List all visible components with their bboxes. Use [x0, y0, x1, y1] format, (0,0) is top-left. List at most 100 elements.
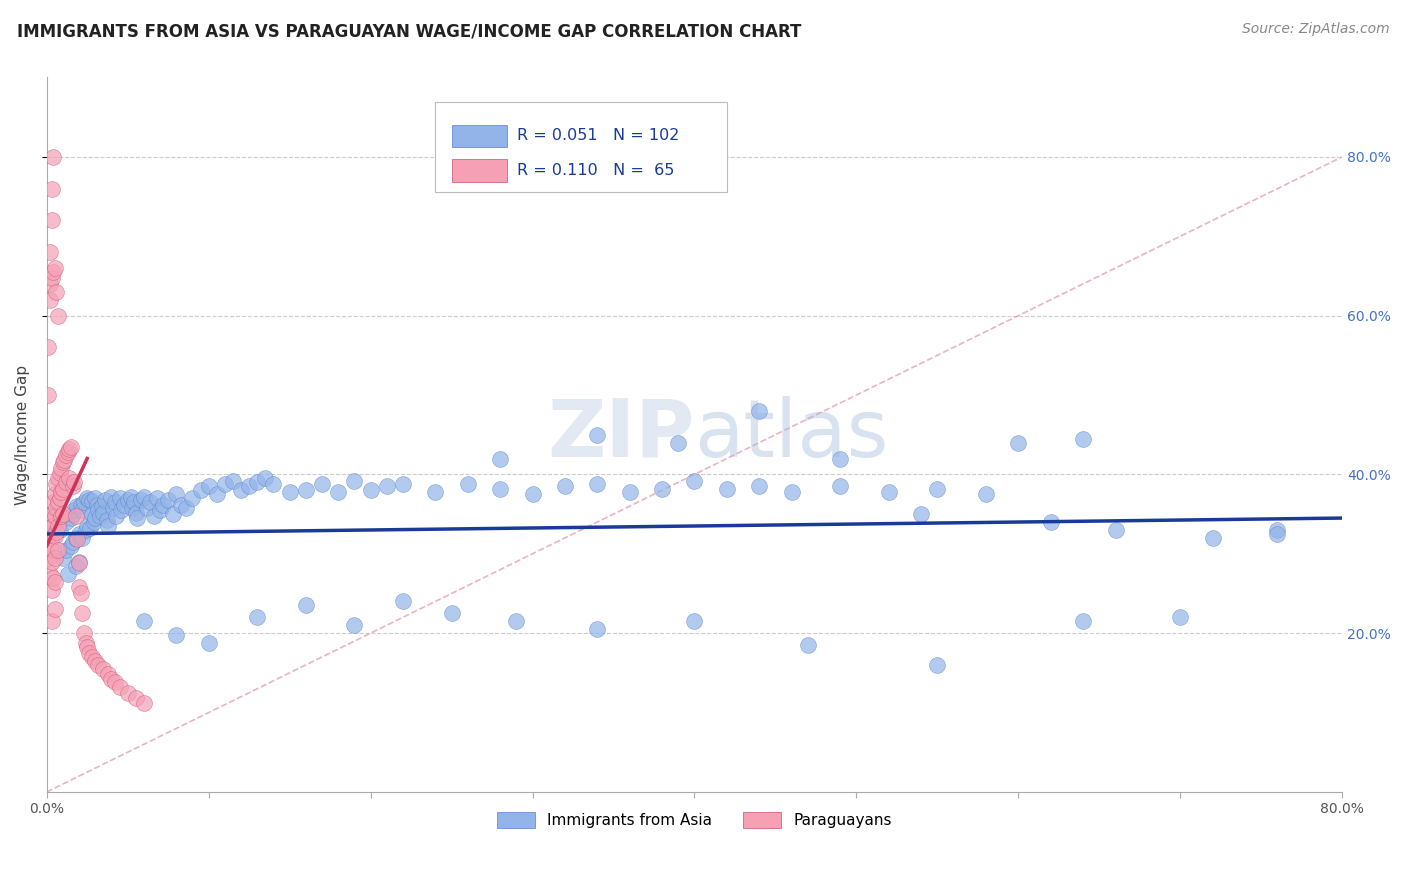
Point: [238, 479, 260, 493]
Point: [440, 607, 463, 621]
Point: [457, 477, 479, 491]
Point: [197, 636, 219, 650]
Point: [73, 495, 96, 509]
Point: [246, 610, 269, 624]
Point: [170, 498, 193, 512]
Point: [586, 622, 609, 636]
Point: [69, 498, 91, 512]
Point: [142, 508, 165, 523]
Point: [44, 260, 66, 275]
Point: [62, 534, 84, 549]
Point: [294, 483, 316, 498]
Point: [42, 150, 65, 164]
Point: [59, 440, 82, 454]
Point: [165, 628, 187, 642]
Point: [86, 498, 108, 512]
Point: [46, 309, 69, 323]
Point: [62, 479, 84, 493]
Point: [41, 181, 63, 195]
Point: [205, 487, 228, 501]
Point: [41, 270, 63, 285]
Point: [90, 499, 112, 513]
Point: [117, 492, 139, 507]
Point: [157, 492, 180, 507]
Point: [69, 586, 91, 600]
Point: [62, 507, 84, 521]
Point: [75, 523, 97, 537]
FancyBboxPatch shape: [453, 125, 506, 147]
Point: [974, 487, 997, 501]
Point: [100, 490, 122, 504]
Point: [104, 495, 127, 509]
Point: [328, 484, 350, 499]
Point: [190, 483, 212, 498]
Point: [72, 531, 94, 545]
Point: [716, 482, 738, 496]
Point: [96, 513, 118, 527]
Point: [51, 484, 73, 499]
Text: R = 0.110   N =  65: R = 0.110 N = 65: [517, 163, 675, 178]
Point: [46, 519, 69, 533]
Point: [63, 475, 86, 490]
Point: [830, 479, 852, 493]
Point: [104, 675, 127, 690]
Text: ZIP: ZIP: [547, 396, 695, 474]
Point: [45, 500, 67, 515]
Point: [360, 483, 382, 498]
Point: [101, 500, 124, 515]
Point: [38, 293, 60, 307]
Point: [65, 531, 87, 545]
Point: [48, 466, 70, 480]
Point: [136, 500, 159, 515]
Point: [1168, 610, 1191, 624]
Point: [37, 527, 59, 541]
Point: [780, 484, 803, 499]
Point: [110, 503, 132, 517]
Point: [1071, 614, 1094, 628]
Point: [94, 492, 117, 507]
Point: [51, 461, 73, 475]
Point: [489, 482, 512, 496]
Point: [139, 495, 162, 509]
Point: [45, 285, 67, 299]
Point: [197, 479, 219, 493]
Point: [1267, 523, 1289, 537]
Point: [42, 542, 65, 557]
Point: [522, 487, 544, 501]
Point: [425, 484, 447, 499]
Point: [42, 265, 65, 279]
Point: [619, 484, 641, 499]
Point: [910, 507, 932, 521]
Point: [121, 500, 143, 515]
Point: [343, 474, 366, 488]
Point: [38, 245, 60, 260]
Point: [55, 542, 77, 557]
Point: [1202, 531, 1225, 545]
Point: [67, 557, 90, 571]
Point: [1007, 435, 1029, 450]
Point: [927, 482, 949, 496]
Point: [77, 646, 100, 660]
Point: [37, 388, 59, 402]
Point: [392, 477, 415, 491]
Point: [52, 455, 75, 469]
Point: [66, 499, 89, 513]
Point: [76, 491, 98, 506]
Point: [100, 672, 122, 686]
Point: [44, 508, 66, 523]
Point: [84, 511, 107, 525]
Point: [97, 519, 120, 533]
Point: [51, 508, 73, 523]
Point: [55, 475, 77, 490]
Point: [77, 492, 100, 507]
Point: [44, 529, 66, 543]
FancyBboxPatch shape: [436, 103, 727, 192]
Point: [38, 277, 60, 291]
Point: [80, 507, 103, 521]
Point: [38, 566, 60, 581]
Point: [80, 650, 103, 665]
Point: [174, 500, 197, 515]
Point: [89, 508, 111, 523]
Point: [66, 533, 89, 547]
Text: Source: ZipAtlas.com: Source: ZipAtlas.com: [1241, 22, 1389, 37]
